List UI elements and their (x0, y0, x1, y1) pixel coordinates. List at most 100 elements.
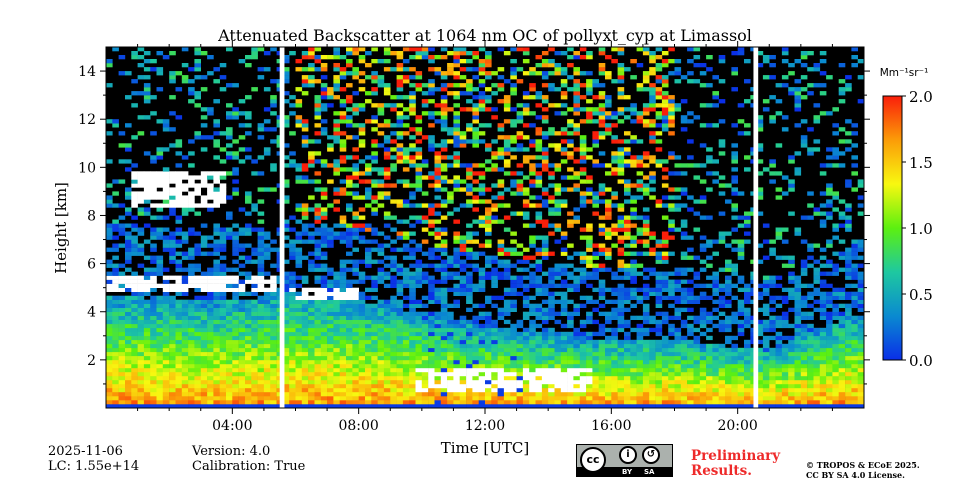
heatmap-cell (301, 291, 309, 296)
heatmap-cell (642, 119, 650, 124)
heatmap-cell (485, 347, 492, 353)
heatmap-cell (143, 371, 151, 377)
heatmap-cell (459, 387, 467, 393)
heatmap-cell (118, 392, 126, 397)
heatmap-cell (213, 383, 220, 389)
heatmap-cell (510, 83, 517, 88)
heatmap-cell (251, 347, 258, 353)
heatmap-cell (346, 47, 353, 52)
heatmap-cell (377, 79, 385, 84)
heatmap-cell (485, 107, 492, 112)
heatmap-cell (541, 400, 549, 405)
heatmap-cell (522, 303, 530, 308)
heatmap-cell (503, 187, 511, 192)
heatmap-cell (263, 375, 271, 381)
heatmap-cell (472, 359, 479, 365)
heatmap-cell (440, 47, 448, 52)
heatmap-cell (680, 392, 688, 397)
heatmap-cell (263, 279, 271, 284)
heatmap-cell (478, 191, 486, 196)
heatmap-cell (131, 383, 138, 389)
heatmap-cell (207, 183, 214, 188)
heatmap-cell (510, 59, 517, 64)
heatmap-cell (529, 400, 536, 405)
heatmap-cell (668, 71, 675, 76)
heatmap-cell (611, 315, 618, 320)
heatmap-cell (301, 347, 309, 353)
heatmap-cell (200, 299, 208, 304)
heatmap-cell (428, 279, 435, 284)
heatmap-cell (674, 279, 682, 284)
heatmap-cell (226, 315, 233, 320)
heatmap-cell (289, 103, 296, 108)
heatmap-cell (219, 199, 227, 204)
heatmap-cell (560, 335, 568, 341)
heatmap-cell (409, 359, 416, 365)
heatmap-cell (586, 191, 593, 196)
heatmap-cell (503, 396, 511, 401)
heatmap-cell (251, 343, 258, 349)
heatmap-cell (232, 275, 239, 280)
heatmap-cell (143, 87, 151, 92)
heatmap-cell (232, 400, 239, 405)
heatmap-cell (289, 303, 296, 308)
heatmap-cell (402, 275, 410, 280)
heatmap-cell (175, 239, 183, 244)
heatmap-cell (125, 375, 132, 381)
heatmap-cell (617, 163, 625, 168)
heatmap-cell (251, 355, 258, 361)
heatmap-cell (567, 355, 574, 361)
heatmap-cell (295, 335, 303, 341)
heatmap-cell (636, 392, 644, 397)
heatmap-cell (308, 195, 315, 200)
heatmap-cell (466, 199, 473, 204)
heatmap-cell (238, 392, 246, 397)
heatmap-cell (188, 383, 195, 389)
heatmap-cell (466, 379, 473, 385)
heatmap-cell (560, 392, 568, 397)
heatmap-cell (383, 91, 391, 96)
heatmap-cell (156, 191, 164, 196)
heatmap-cell (346, 267, 353, 272)
heatmap-cell (440, 392, 448, 397)
heatmap-cell (598, 227, 606, 232)
heatmap-cell (548, 367, 555, 373)
heatmap-cell (636, 400, 644, 405)
heatmap-cell (232, 367, 239, 373)
heatmap-cell (327, 287, 334, 292)
heatmap-cell (213, 351, 220, 357)
heatmap-cell (611, 331, 618, 337)
heatmap-cell (282, 392, 290, 397)
heatmap-cell (573, 127, 580, 132)
heatmap-cell (263, 400, 271, 405)
heatmap-cell (308, 339, 315, 345)
heatmap-cell (125, 335, 132, 341)
heatmap-cell (137, 315, 145, 320)
heatmap-cell (213, 239, 220, 244)
heatmap-cell (630, 215, 637, 220)
heatmap-cell (125, 279, 132, 284)
heatmap-cell (674, 171, 682, 176)
heatmap-cell (106, 227, 113, 232)
heatmap-cell (125, 295, 132, 300)
heatmap-cell (567, 311, 574, 316)
heatmap-cell (301, 319, 309, 325)
heatmap-cell (295, 387, 303, 393)
heatmap-cell (175, 243, 183, 248)
heatmap-cell (118, 203, 126, 208)
heatmap-cell (118, 271, 126, 276)
heatmap-cell (175, 183, 183, 188)
heatmap-cell (131, 275, 138, 280)
heatmap-cell (125, 287, 132, 292)
heatmap-cell (472, 347, 479, 353)
heatmap-cell (522, 351, 530, 357)
heatmap-cell (390, 147, 397, 152)
heatmap-cell (560, 51, 568, 56)
heatmap-cell (131, 327, 138, 333)
heatmap-cell (598, 263, 606, 268)
heatmap-cell (346, 287, 353, 292)
heatmap-cell (194, 267, 201, 272)
heatmap-cell (624, 131, 631, 136)
heatmap-cell (333, 223, 340, 228)
heatmap-cell (346, 335, 353, 341)
